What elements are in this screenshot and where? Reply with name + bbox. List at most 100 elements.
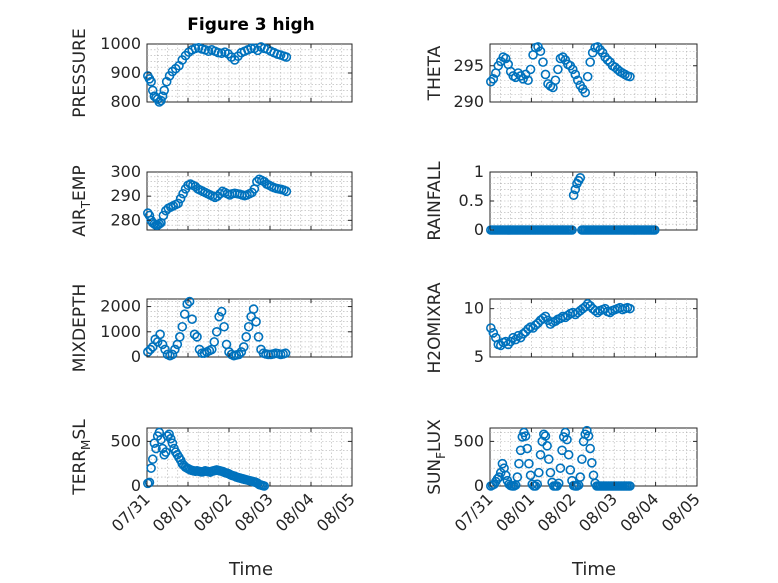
data-point [585, 300, 595, 311]
y-axis-label: AIRTEMP [70, 165, 93, 236]
data-point [577, 454, 587, 465]
y-tick-label: 280 [110, 210, 141, 229]
data-point [500, 53, 511, 64]
data-point [592, 307, 603, 318]
data-point [553, 478, 564, 489]
y-tick-label: 500 [453, 431, 484, 450]
y-tick-label: 5 [474, 347, 484, 366]
data-point [563, 449, 574, 460]
data-point [147, 454, 158, 465]
data-point [500, 470, 511, 481]
data-point [238, 342, 249, 352]
x-axis-label-left: Time [228, 559, 273, 580]
subplot-2: 290 295 THETA [425, 42, 698, 111]
data-point [497, 458, 508, 469]
data-point [532, 479, 542, 490]
y-axis-label: PRESSURE [70, 28, 90, 117]
data-point [182, 299, 192, 309]
x-tick-label: 07/31 [108, 489, 154, 535]
y-tick-label: 1000 [100, 322, 141, 341]
data-point [157, 339, 168, 350]
data-point [486, 76, 496, 87]
data-point [241, 332, 252, 342]
data-point [562, 434, 572, 445]
data-point [150, 334, 160, 345]
y-tick-label: 800 [110, 92, 141, 111]
data-point [587, 457, 597, 468]
data-point [157, 91, 168, 101]
data-point [211, 326, 222, 337]
data-point [259, 481, 270, 491]
y-tick-label: 0 [474, 220, 484, 239]
data-point [540, 69, 551, 80]
data-point [535, 449, 546, 460]
data-point [512, 472, 523, 482]
data-point [212, 191, 223, 201]
data-point [170, 344, 180, 355]
data-point [602, 55, 613, 65]
data-point [525, 470, 536, 481]
data-point [146, 76, 156, 87]
y-axis-label: H2OMIXRA [425, 282, 445, 373]
data-point [582, 425, 592, 436]
data-point [528, 323, 538, 333]
data-point [246, 43, 256, 54]
data-point [158, 210, 169, 221]
y-axis-label: MIXDEPTH [70, 284, 90, 373]
data-point [159, 85, 170, 96]
data-point [539, 429, 549, 440]
data-point [570, 184, 581, 195]
data-point [572, 75, 583, 86]
data-point [534, 467, 544, 478]
y-tick-label: 10 [464, 299, 484, 318]
data-point [164, 429, 174, 440]
data-point [567, 225, 577, 235]
data-point [605, 307, 615, 318]
y-axis-label: THETA [425, 45, 445, 101]
data-point [173, 198, 183, 209]
data-point [570, 69, 581, 80]
y-tick-label: 500 [110, 431, 141, 450]
data-point [486, 323, 496, 333]
subplot-5: 0 1000 2000 MIXDEPTH [70, 284, 353, 373]
data-point [523, 324, 533, 334]
data-point [538, 313, 548, 324]
subplot-6: 5 10 H2OMIXRA [425, 282, 698, 374]
y-tick-label: 2000 [100, 297, 141, 316]
data-point [160, 344, 170, 355]
data-point [575, 472, 586, 482]
data-point [214, 311, 224, 322]
x-tick-label: 08/04 [616, 489, 662, 535]
subplot-3: 280 290 300 AIRTEMP [70, 162, 353, 237]
data-point [525, 64, 536, 75]
data-point [514, 458, 524, 469]
y-axis-label: SUNFLUX [425, 419, 448, 495]
data-point [625, 303, 635, 314]
data-point [155, 329, 165, 340]
y-tick-label: 0 [131, 347, 141, 366]
y-axis-label: RAINFALL [425, 161, 445, 241]
x-tick-label: 08/05 [313, 489, 359, 535]
data-point [236, 347, 247, 357]
data-point [582, 71, 593, 82]
data-point [583, 431, 594, 441]
data-point [494, 472, 504, 482]
data-point [488, 74, 499, 84]
x-tick-label: 08/05 [658, 489, 704, 535]
subplot-1: 800 900 1000 PRESSURE [70, 28, 353, 118]
data-point [520, 327, 531, 337]
data-point [585, 443, 595, 454]
data-point [540, 431, 551, 441]
data-point [175, 332, 185, 342]
data-point [575, 173, 586, 183]
data-point [179, 309, 190, 319]
x-tick-label: 08/03 [231, 489, 277, 535]
data-point [161, 447, 171, 457]
data-point [281, 186, 292, 197]
y-tick-label: 290 [453, 92, 484, 111]
data-point [248, 304, 259, 314]
data-point [145, 344, 156, 355]
